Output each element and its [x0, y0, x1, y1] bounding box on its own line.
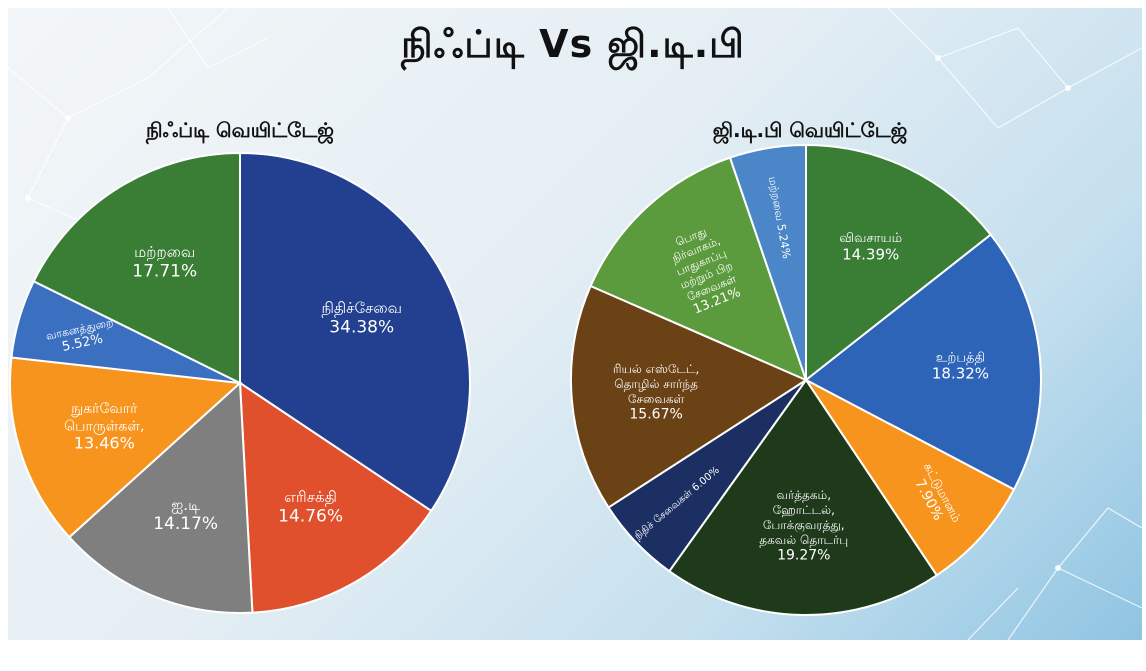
nifty-slice-2 [67, 380, 254, 614]
nifty-label-5-line-1: 17.71% [132, 261, 197, 281]
gdp-label-5: ரியல் எஸ்டேட்,தொழில் சார்ந்தசேவைகள்15.67… [613, 362, 699, 423]
nifty-label-2: ஐ.டி14.17% [153, 496, 218, 534]
nifty-label-1-line-1: 14.76% [278, 506, 343, 526]
gdp-chart-title: ஜி.டி.பி வெயிட்டேஜ் [712, 118, 908, 142]
nifty-slice-1 [238, 381, 433, 614]
nifty-label-3-line-1: பொருள்கள், [64, 419, 144, 435]
nifty-label-2-line-1: 14.17% [153, 514, 218, 534]
page-title: நிஃப்டி Vs ஜி.டி.பி [401, 22, 745, 66]
gdp-label-0: விவசாயம்14.39% [839, 231, 902, 263]
gdp-slice-6 [589, 156, 808, 382]
gdp-label-3-line-3: தகவல் தொடர்பு [759, 533, 848, 547]
nifty-label-5: மற்றவை17.71% [132, 243, 197, 281]
background-decoration [8, 8, 1142, 640]
gdp-slice-5 [570, 284, 809, 509]
gdp-slice-1 [804, 233, 1042, 491]
gdp-label-5-line-0: ரியல் எஸ்டேட், [613, 362, 699, 376]
nifty-slice-5 [32, 151, 241, 385]
gdp-label-3: வர்த்தகம்,ஹோட்டல்,போக்குவரத்து,தகவல் தொட… [759, 488, 848, 564]
nifty-label-0-line-0: நிதிச்சேவை [321, 299, 402, 317]
nifty-chart-title: நிஃப்டி வெயிட்டேஜ் [146, 118, 334, 142]
nifty-label-1: எரிசக்தி14.76% [278, 488, 343, 526]
gdp-slice-3 [667, 378, 939, 616]
nifty-label-0: நிதிச்சேவை34.38% [321, 299, 402, 337]
nifty-label-3-line-2: 13.46% [74, 434, 135, 453]
gdp-label-5-line-3: 15.67% [629, 407, 682, 423]
nifty-label-2-line-0: ஐ.டி [171, 496, 200, 514]
gdp-slice-2 [805, 379, 1016, 577]
gdp-label-0-line-1: 14.39% [842, 245, 899, 263]
nifty-label-0-line-1: 34.38% [329, 317, 394, 337]
gdp-label-0-line-0: விவசாயம் [839, 231, 902, 246]
gdp-label-1: உற்பத்தி18.32% [932, 350, 989, 382]
nifty-label-5-line-0: மற்றவை [134, 243, 195, 261]
gdp-label-1-line-0: உற்பத்தி [936, 350, 985, 365]
gdp-label-5-line-2: சேவைகள் [628, 392, 685, 406]
gdp-label-5-line-1: தொழில் சார்ந்த [614, 377, 698, 391]
gdp-label-3-line-2: போக்குவரத்து, [763, 518, 845, 533]
nifty-label-3-line-0: நுகர்வோர் [71, 401, 138, 417]
gdp-label-3-line-0: வர்த்தகம், [776, 488, 831, 502]
gdp-label-3-line-4: 19.27% [777, 548, 830, 564]
nifty-slice-3 [9, 356, 243, 539]
gdp-label-1-line-1: 18.32% [932, 365, 989, 383]
nifty-label-1-line-0: எரிசக்தி [284, 488, 337, 506]
gdp-label-3-line-1: ஹோட்டல், [773, 503, 835, 517]
nifty-label-3: நுகர்வோர் பொருள்கள்,13.46% [64, 401, 144, 453]
gdp-slice-7 [728, 143, 807, 381]
gdp-slice-0 [805, 143, 993, 383]
gdp-label-6: பொதுநிர்வாகம்,பாதுகாப்புமற்றும் பிறசேவைக… [670, 225, 742, 317]
